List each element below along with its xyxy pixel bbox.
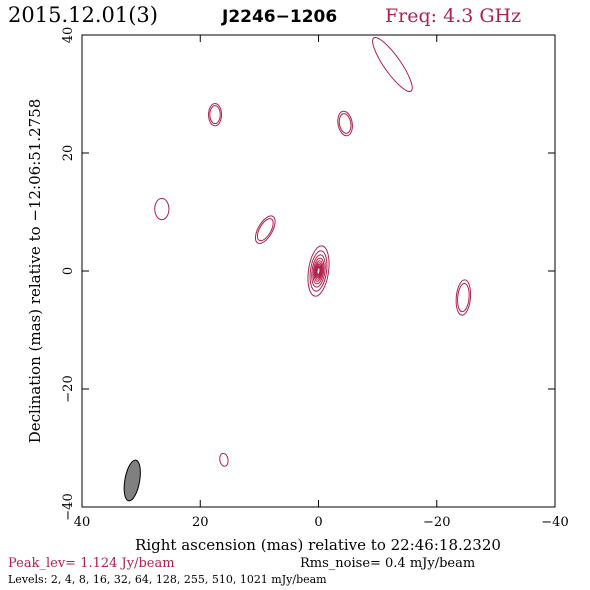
source-label: J2246−1206 (221, 7, 337, 27)
core-contour (311, 254, 326, 288)
nw-blob-contour (154, 197, 170, 221)
x-tick-label: 0 (314, 515, 322, 530)
jet-knot-contour (256, 218, 274, 242)
core-contour (315, 263, 322, 279)
jet-knot-contour (254, 215, 276, 244)
x-tick-label: −40 (541, 515, 568, 530)
ne-blob-contour (337, 110, 353, 137)
core-contour (312, 257, 325, 285)
frequency-label: Freq: 4.3 GHz (385, 5, 521, 27)
core-contour (313, 260, 324, 282)
epoch-label: 2015.12.01(3) (8, 3, 158, 27)
ne-blob-contour (338, 113, 352, 134)
beam-ellipse (123, 459, 141, 502)
x-tick-labels: 40 20 0 −20 −40 (74, 515, 569, 530)
north-blob-contour (209, 105, 221, 125)
plot-frame (81, 34, 556, 508)
core-contour (314, 262, 323, 280)
y-tick-label: 20 (61, 145, 76, 162)
north-blob-contour (208, 102, 223, 127)
core-contour (309, 250, 328, 292)
rms-noise: Rms_noise= 0.4 mJy/beam (300, 556, 475, 571)
y-tick-label: −40 (61, 493, 76, 520)
core-contour (316, 267, 321, 275)
y-tick-labels: 40 20 0 −20 −40 (61, 27, 76, 521)
beam-shape (123, 459, 141, 502)
contour-lines (154, 36, 472, 467)
core-contour (307, 245, 330, 297)
axis-ticks (81, 34, 556, 508)
x-tick-label: −20 (423, 515, 450, 530)
e-blob-contour (455, 279, 472, 316)
y-tick-label: 40 (61, 27, 76, 44)
e-blob-contour (457, 282, 470, 313)
contour-levels: Levels: 2, 4, 8, 16, 32, 64, 128, 255, 5… (8, 573, 327, 586)
y-axis-label: Declination (mas) relative to −12:06:51.… (26, 99, 44, 444)
x-tick-label: 20 (192, 515, 209, 530)
x-tick-label: 40 (74, 515, 91, 530)
y-tick-label: −20 (61, 375, 76, 402)
peak-level: Peak_lev= 1.124 Jy/beam (8, 556, 175, 571)
x-axis-label: Right ascension (mas) relative to 22:46:… (135, 536, 501, 554)
y-tick-label: 0 (61, 267, 76, 275)
far-ne-blob-contour (372, 36, 413, 93)
s-blob-contour (219, 452, 229, 467)
